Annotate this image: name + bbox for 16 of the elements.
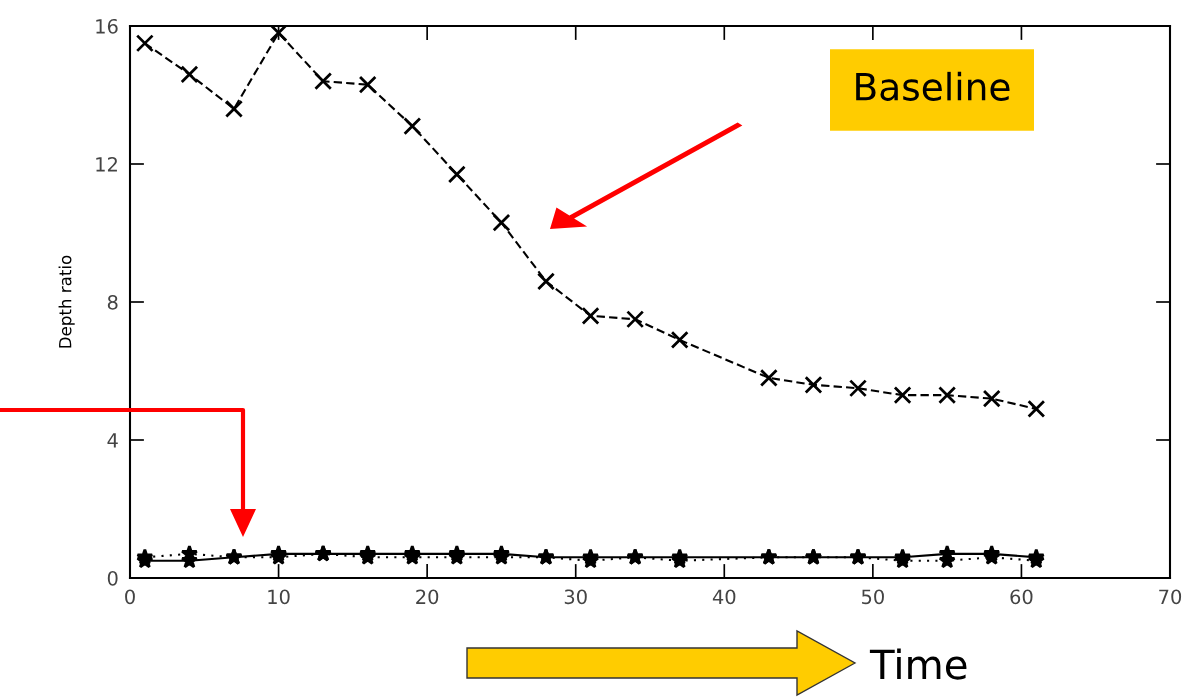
- x-tick-label: 10: [268, 589, 290, 605]
- y-tick-label: 8: [107, 294, 118, 310]
- x-tick-label: 60: [1010, 589, 1033, 605]
- x-tick-label: 50: [861, 589, 884, 605]
- y-tick-label: 16: [96, 18, 118, 34]
- y-axis-title: Depth ratio: [58, 255, 75, 348]
- x-tick-label: 30: [564, 589, 587, 605]
- x-tick-label: 70: [1159, 589, 1182, 605]
- text: Time: [869, 648, 967, 680]
- y-tick-label: 4: [107, 433, 118, 448]
- x-tick-label: 20: [416, 589, 439, 605]
- y-tick-label: 0: [107, 570, 118, 586]
- x-tick-label: 0: [125, 589, 135, 605]
- x-tick-label: 40: [712, 589, 736, 605]
- annotation: Baseline: [856, 71, 1010, 101]
- y-tick-label: 12: [96, 156, 117, 172]
